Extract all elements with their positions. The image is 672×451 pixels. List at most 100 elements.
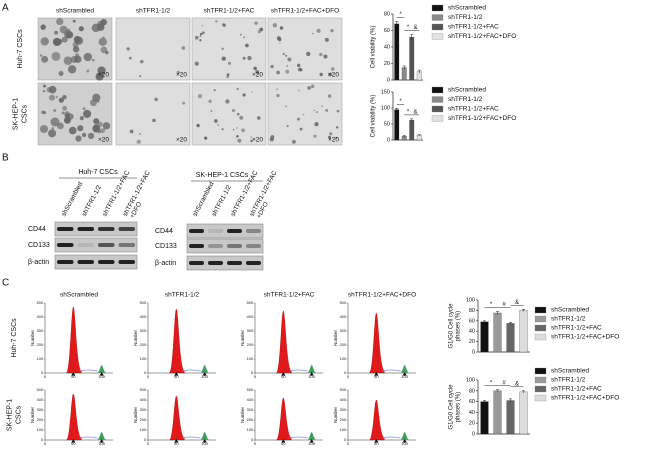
g1-peak [66, 306, 82, 374]
x-tick-label: 50 [71, 374, 76, 379]
legend-label: shTFR1-1/2+FAC [551, 386, 602, 393]
sphere [100, 128, 106, 134]
panel-label: B [2, 153, 9, 164]
sphere [62, 105, 67, 111]
sphere [196, 123, 200, 128]
s-phase [79, 369, 98, 372]
sphere [226, 75, 230, 79]
significance-mark: # [502, 380, 506, 386]
sphere [61, 36, 68, 43]
sphere [208, 99, 212, 103]
bar [394, 109, 400, 141]
sphere [259, 27, 264, 32]
sphere [242, 56, 246, 60]
sphere [279, 42, 281, 44]
gate-marker [202, 372, 207, 376]
x-tick-label: 50 [71, 441, 76, 446]
y-tick-label: 80 [469, 308, 475, 314]
sphere [139, 133, 141, 135]
y-tick-label: 500 [37, 388, 43, 392]
magnification: ×20 [176, 137, 187, 144]
sphere [250, 136, 252, 138]
sphere [250, 139, 253, 143]
sphere [201, 25, 204, 27]
sphere [62, 94, 67, 100]
legend-swatch [431, 4, 444, 12]
s-phase [289, 369, 308, 372]
sphere [287, 57, 292, 62]
sphere [100, 46, 108, 54]
g2-peak [199, 364, 210, 374]
gate-marker [99, 372, 104, 376]
row-label: SK-HEP-1 [6, 399, 13, 431]
sphere [83, 109, 92, 118]
band [246, 229, 261, 233]
sphere [276, 88, 278, 91]
significance-mark: * [407, 109, 410, 115]
sphere [236, 87, 239, 91]
protein-label: CD133 [155, 243, 177, 250]
significance-mark: * [490, 302, 493, 308]
sphere [201, 31, 205, 35]
sphere [83, 52, 93, 62]
sphere [42, 90, 46, 93]
blot-title: SK-HEP-1 CSCs [196, 172, 249, 179]
sphere [61, 111, 65, 115]
sphere [236, 112, 240, 116]
sphere [194, 35, 199, 40]
x-tick-label: 100 [201, 441, 208, 446]
significance-mark: & [413, 25, 417, 31]
sphere [316, 28, 321, 33]
sphere [56, 17, 64, 26]
y-axis-label: Cell viability (%) [371, 26, 377, 69]
y-tick-label: 20 [469, 339, 475, 345]
sphere [154, 97, 158, 102]
y-tick-label: 500 [140, 388, 146, 392]
row-label: SK-HEP-1 [12, 98, 19, 130]
gate-marker [202, 439, 207, 443]
sphere [51, 51, 61, 61]
panel-label: C [2, 278, 9, 289]
sphere [335, 136, 338, 139]
y-tick-label: 200 [37, 418, 43, 422]
sphere [210, 110, 213, 112]
sphere [312, 32, 314, 35]
x-tick-label: 50 [174, 441, 179, 446]
gate-marker [281, 372, 286, 376]
band [246, 261, 261, 265]
column-header: shTFR1-1/2+FAC [264, 292, 315, 299]
bar [394, 23, 400, 81]
legend-label: shTFR1-1/2+FAC [551, 325, 602, 332]
y-axis-label: Number [240, 407, 245, 424]
blot-strip [186, 223, 264, 239]
sphere [232, 129, 235, 131]
sphere [221, 47, 224, 50]
x-tick-label: 0 [347, 374, 350, 379]
y-axis-label: G1/G0 Cell cycle [449, 384, 455, 430]
x-tick-label: 100 [308, 441, 315, 446]
y-tick-label: 500 [140, 301, 146, 305]
sphere [243, 36, 246, 39]
legend-label: shTFR1-1/2 [551, 316, 586, 323]
sphere [247, 55, 252, 61]
sphere [276, 93, 280, 98]
sphere [297, 117, 300, 121]
sphere [307, 86, 311, 90]
sphere [75, 135, 82, 142]
sphere [277, 37, 282, 42]
x-tick-label: 100 [401, 374, 408, 379]
legend-swatch [534, 315, 547, 323]
sphere [72, 19, 76, 23]
x-tick-label: 0 [147, 374, 150, 379]
bar [416, 135, 422, 141]
sphere [197, 94, 203, 99]
sphere [43, 84, 46, 88]
sphere [255, 70, 260, 74]
protein-label: CD44 [155, 228, 173, 235]
sphere [221, 56, 226, 61]
band [98, 243, 115, 247]
g1-peak [369, 399, 385, 441]
sphere [214, 119, 218, 123]
x-tick-label: 0 [147, 441, 150, 446]
g2-peak [96, 364, 107, 374]
